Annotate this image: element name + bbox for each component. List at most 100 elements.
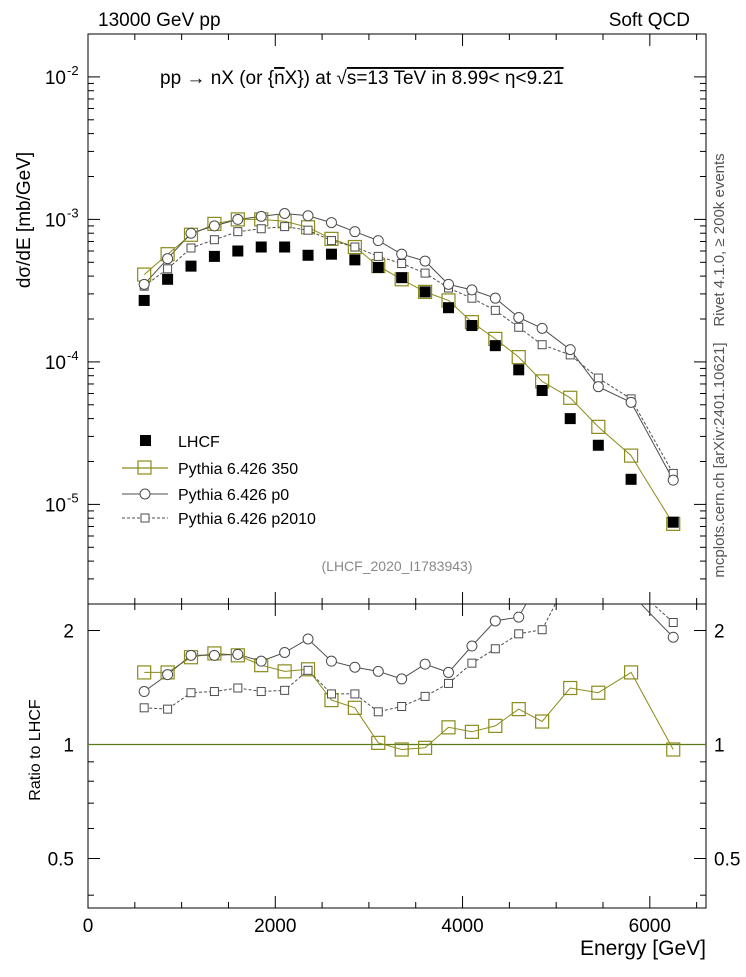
point-data — [255, 241, 267, 253]
ratio-line-p0 — [143, 604, 674, 692]
series-line-p0 — [143, 212, 674, 481]
point-p0 — [466, 284, 478, 296]
point-data — [536, 384, 548, 396]
ratio-point-p0 — [325, 655, 337, 667]
ratio-point-p0 — [513, 611, 525, 623]
point-data — [208, 250, 220, 262]
ratio-point-p350 — [277, 664, 292, 679]
nbar-symbol: n — [274, 68, 285, 89]
ratio-point-p2010 — [467, 658, 477, 668]
point-data — [592, 439, 604, 451]
ratio-point-p2010 — [373, 707, 383, 717]
point-data — [419, 286, 431, 298]
ratio-point-p2010 — [420, 691, 430, 701]
point-p0 — [302, 210, 314, 222]
ratio-point-p350 — [441, 720, 456, 735]
ratio-point-p350 — [666, 742, 681, 757]
ratio-point-p350 — [347, 700, 362, 715]
y-axis-label: dσ/dE [mb/GeV] — [14, 152, 35, 288]
ratio-plot-frame — [87, 603, 707, 909]
ratio-point-p0 — [255, 655, 267, 667]
point-p0 — [396, 248, 408, 260]
y-tick-label-exponent: -5 — [67, 490, 79, 505]
ratio-point-p2010 — [326, 689, 336, 699]
point-p0 — [513, 311, 525, 323]
ratio-point-p2010 — [490, 644, 500, 654]
ratio-point-p0 — [208, 649, 220, 661]
ratio-point-p0 — [537, 570, 547, 580]
ratio-point-p350 — [230, 648, 245, 663]
point-data — [564, 413, 576, 425]
ratio-tick-label-left: 1 — [63, 736, 74, 757]
ratio-point-p350 — [511, 702, 526, 717]
ratio-point-p350 — [417, 740, 433, 755]
point-data — [513, 364, 525, 376]
point-p350 — [591, 419, 606, 434]
ratio-point-p2010 — [256, 687, 266, 697]
legend-label-lhcf: LHCF — [178, 434, 220, 451]
ratio-point-p350 — [300, 662, 316, 677]
ratio-point-p0 — [302, 633, 314, 645]
ratio-point-p0 — [349, 661, 361, 673]
point-p350 — [347, 239, 362, 255]
legend-marker-p2010 — [140, 513, 150, 523]
point-p0 — [536, 322, 548, 334]
ratio-point-p350 — [563, 680, 578, 696]
legend-label-p2010: Pythia 6.426 p2010 — [178, 511, 316, 528]
point-p350 — [417, 284, 433, 299]
ratio-point-p2010 — [303, 665, 313, 675]
point-p2010 — [490, 305, 500, 315]
ratio-point-p2010 — [566, 571, 574, 579]
point-p0 — [564, 344, 576, 356]
point-data — [372, 261, 384, 273]
point-p2010 — [256, 224, 266, 234]
x-tick-label: 4000 — [441, 916, 483, 937]
legend-label-p350: Pythia 6.426 350 — [178, 461, 298, 478]
point-p0 — [625, 396, 637, 408]
ratio-point-p0 — [162, 669, 174, 681]
rivet-label: Rivet 4.1.0, ≥ 200k events — [711, 153, 728, 326]
ratio-tick-label-right: 2 — [714, 622, 725, 643]
point-p0 — [162, 253, 174, 265]
ratio-tick-label-left: 0.5 — [48, 849, 74, 870]
point-p350 — [623, 448, 639, 463]
point-p2010 — [303, 225, 313, 235]
point-p2010 — [420, 268, 430, 278]
y-tick-label-exponent: -4 — [67, 348, 79, 363]
ratio-point-p2010 — [209, 687, 219, 697]
point-p2010 — [397, 259, 407, 269]
point-p2010 — [209, 235, 219, 245]
ratio-point-p0 — [138, 686, 150, 698]
analysis-tag: (LHCF_2020_I1783943) — [322, 558, 473, 574]
point-data — [489, 340, 501, 352]
point-p2010 — [280, 222, 290, 232]
ratio-point-p0 — [372, 665, 384, 677]
point-p2010 — [326, 236, 336, 246]
point-data — [325, 248, 337, 260]
point-p0 — [185, 227, 197, 239]
series-layer — [137, 207, 681, 757]
ratio-tick-label-right: 0.5 — [714, 849, 740, 870]
point-p2010 — [514, 322, 524, 332]
point-p350 — [563, 390, 578, 405]
legend: LHCF Pythia 6.426 350 Pythia 6.426 p0 Py… — [122, 434, 316, 528]
ratio-point-p0 — [396, 673, 408, 685]
x-tick-label: 0 — [83, 916, 94, 937]
ratio-point-p2010 — [594, 563, 602, 571]
ratio-point-p2010 — [163, 704, 173, 714]
point-p0 — [208, 220, 220, 232]
y-tick-label: 10 — [45, 495, 66, 516]
series-line-p2010 — [143, 226, 674, 474]
point-data — [625, 473, 637, 485]
legend-label-p0: Pythia 6.426 p0 — [178, 487, 289, 504]
point-p2010 — [593, 373, 603, 383]
ratio-point-p0 — [443, 666, 454, 678]
point-p0 — [443, 278, 454, 290]
x-tick-label: 2000 — [254, 916, 296, 937]
point-p0 — [138, 278, 150, 290]
ratio-point-p0 — [185, 649, 197, 661]
ratio-y-axis-label: Ratio to LHCF — [27, 699, 44, 801]
y-tick-label: 10 — [45, 68, 66, 89]
